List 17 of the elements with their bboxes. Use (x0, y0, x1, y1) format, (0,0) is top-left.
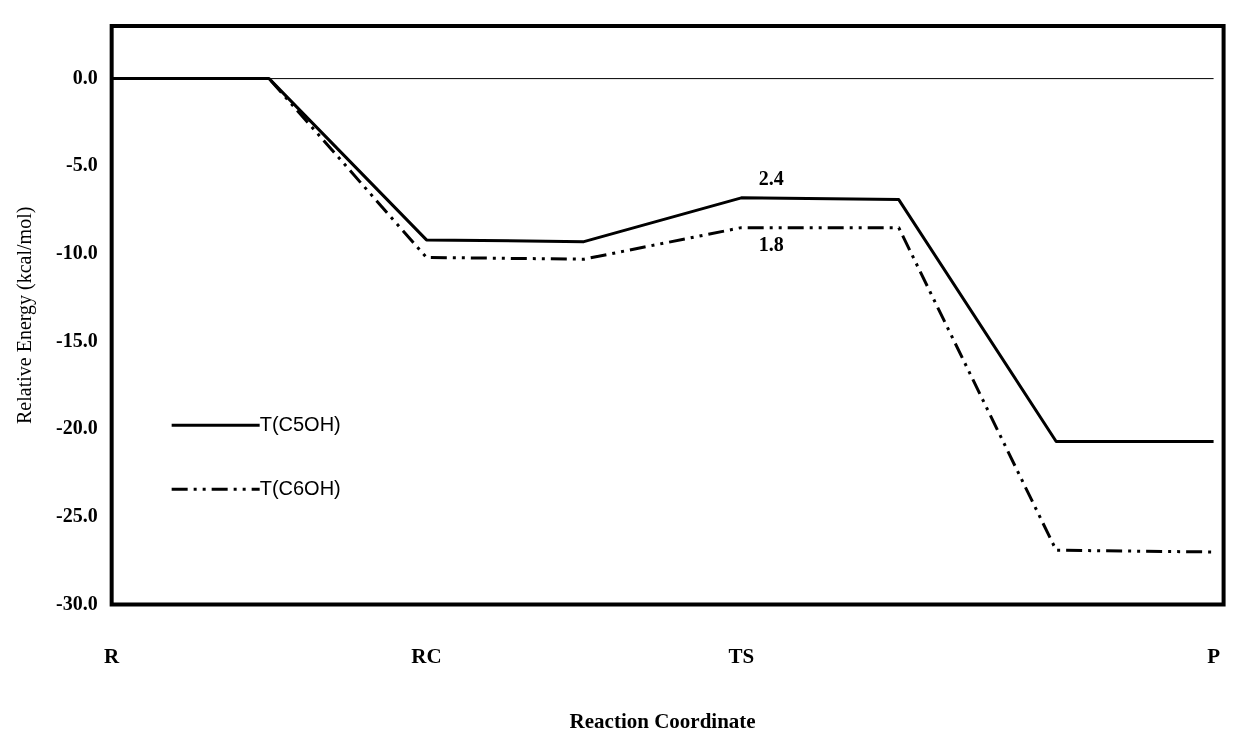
y-tick-label: -5.0 (65, 153, 98, 176)
annotation: 1.8 (758, 232, 784, 255)
legend-label: T(C6OH) (259, 476, 341, 499)
x-tick-label: TS (728, 643, 755, 668)
x-tick-label: RC (411, 643, 442, 668)
y-tick-label: -15.0 (55, 328, 98, 351)
x-axis-title: Reaction Coordinate (569, 708, 756, 733)
y-axis-title: Relative Energy (kcal/mol) (13, 206, 37, 424)
y-tick-label: -25.0 (55, 504, 98, 527)
legend-label: T(C5OH) (259, 412, 341, 435)
y-tick-label: -30.0 (55, 591, 98, 614)
annotation: 2.4 (758, 167, 784, 189)
x-tick-label: P (1207, 643, 1221, 668)
y-tick-label: -10.0 (55, 241, 98, 264)
y-tick-label: -20.0 (55, 416, 98, 439)
x-tick-label: R (104, 643, 121, 668)
y-tick-label: 0.0 (72, 65, 98, 88)
